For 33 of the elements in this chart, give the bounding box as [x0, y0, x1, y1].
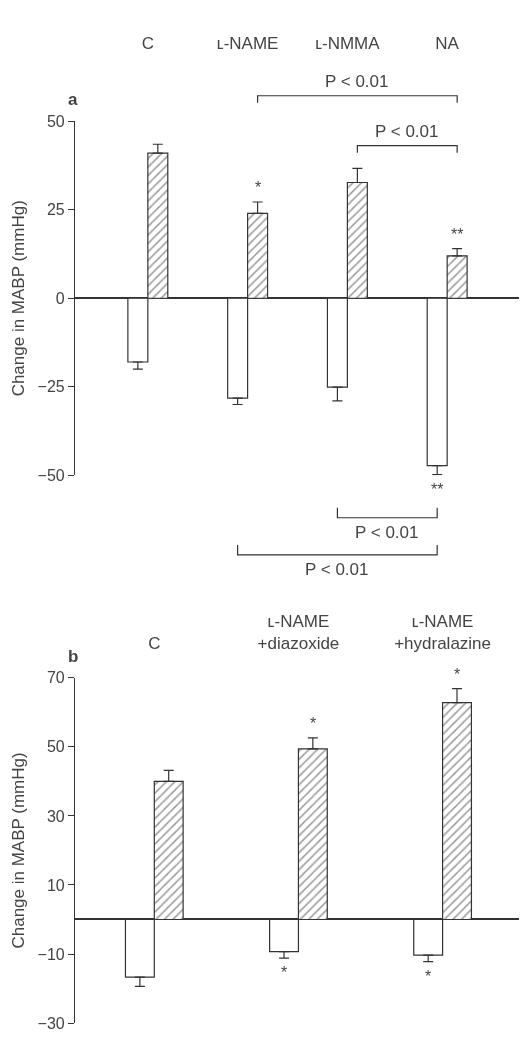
- annotation: *: [255, 179, 262, 196]
- annotation: **: [451, 226, 464, 243]
- y-axis-title: Change in MABP (mmHg): [9, 752, 29, 949]
- y-tick-label: −10: [37, 945, 65, 963]
- annotation: *: [310, 715, 317, 732]
- x-tick-label: ʟ-NAME +hydralazine: [394, 611, 492, 653]
- y-tick-label: 30: [46, 807, 65, 825]
- y-tick-label: 25: [46, 201, 65, 219]
- x-tick-label: ʟ-NAME: [216, 34, 279, 54]
- y-tick-label: 0: [55, 289, 65, 307]
- y-tick-label: −30: [37, 1014, 65, 1032]
- y-tick-label: −50: [37, 466, 65, 484]
- text: b: [68, 647, 79, 666]
- y-tick-label: 70: [46, 669, 65, 687]
- x-tick-label: ʟ-NMMA: [315, 34, 381, 54]
- y-tick-label: 50: [46, 112, 65, 130]
- text: P < 0.01: [305, 560, 369, 579]
- y-tick-label: 50: [46, 738, 65, 756]
- x-tick-label: NA: [435, 34, 460, 54]
- annotation: *: [425, 968, 432, 985]
- annotation: **: [431, 481, 444, 498]
- y-tick-label: 10: [46, 876, 65, 894]
- annotation: P < 0.01: [375, 122, 439, 141]
- y-tick-label: −25: [37, 378, 65, 396]
- x-tick-label: ʟ-NAME +diazoxide: [257, 611, 340, 653]
- text: P < 0.01: [325, 72, 389, 91]
- x-tick-label: C: [148, 633, 161, 653]
- text: P < 0.01: [355, 523, 419, 542]
- x-tick-label: C: [141, 34, 154, 54]
- annotation: *: [454, 666, 461, 683]
- y-axis-title: Change in MABP (mmHg): [9, 200, 29, 397]
- text: a: [68, 90, 78, 109]
- annotation: *: [281, 964, 288, 981]
